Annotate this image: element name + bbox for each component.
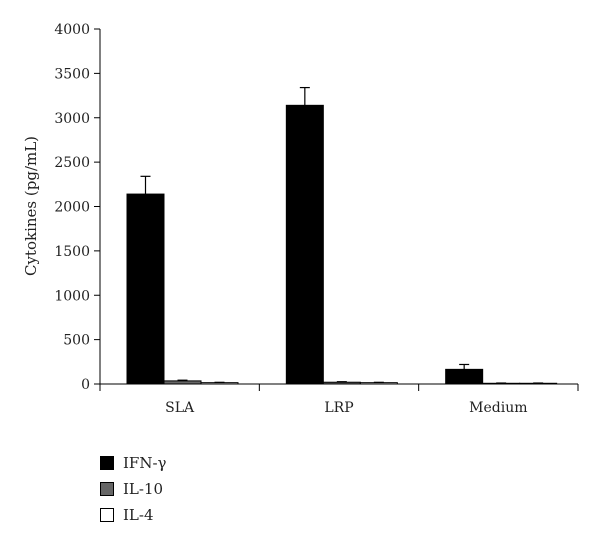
bar-il-10-sla [163, 380, 202, 385]
legend-item-ifn-gamma: IFN-γ [100, 450, 167, 476]
bar-chart: 0 500 1000 1500 2000 2500 3000 3500 4000 SLA LRP M… [22, 22, 579, 416]
y-tick-label: 2500 [54, 155, 90, 171]
x-axis: SLA LRP Medium [99, 383, 579, 416]
y-axis: 0 500 1000 1500 2000 2500 3000 3500 4000 [54, 22, 101, 393]
bar-ifn--medium [445, 368, 484, 385]
bar-ifn--sla [126, 193, 165, 385]
legend-label-il-4: IL-4 [123, 506, 154, 524]
y-tick-label: 2000 [54, 200, 90, 216]
bars [126, 86, 558, 385]
y-tick-label: 0 [81, 377, 90, 393]
y-tick-label: 3000 [54, 111, 90, 127]
y-tick-label: 4000 [54, 22, 90, 38]
legend-item-il-10: IL-10 [100, 476, 167, 502]
legend-swatch-ifn-gamma [100, 456, 114, 470]
x-tick-label: SLA [165, 400, 195, 416]
y-axis-title: Cytokines (pg/mL) [22, 136, 40, 276]
legend-swatch-il-10 [100, 482, 114, 496]
y-tick-label: 500 [63, 333, 90, 349]
legend-swatch-il-4 [100, 508, 114, 522]
bar-il-10-lrp [322, 381, 361, 385]
x-tick-label: LRP [324, 400, 353, 416]
y-tick-label: 1500 [54, 244, 90, 260]
bar-ifn--lrp [285, 104, 324, 385]
legend-label-ifn-gamma: IFN-γ [123, 454, 167, 472]
legend-item-il-4: IL-4 [100, 502, 167, 528]
legend: IFN-γ IL-10 IL-4 [100, 450, 167, 528]
legend-label-il-10: IL-10 [123, 480, 164, 498]
y-tick-label: 3500 [54, 66, 90, 82]
x-tick-label: Medium [469, 400, 527, 416]
y-tick-label: 1000 [54, 288, 90, 304]
